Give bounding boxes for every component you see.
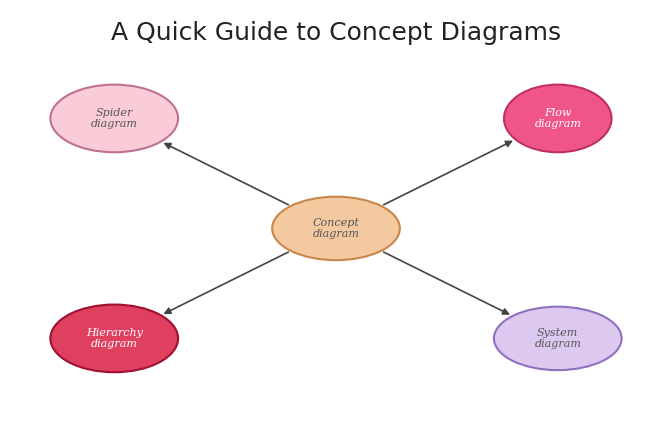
Ellipse shape	[272, 197, 400, 260]
Text: Spider
diagram: Spider diagram	[91, 107, 138, 129]
Text: A Quick Guide to Concept Diagrams: A Quick Guide to Concept Diagrams	[111, 21, 561, 45]
Text: System
diagram: System diagram	[534, 327, 581, 349]
Text: Hierarchy
diagram: Hierarchy diagram	[86, 327, 142, 349]
Ellipse shape	[50, 305, 178, 372]
Ellipse shape	[504, 85, 612, 152]
Ellipse shape	[50, 85, 178, 152]
Text: Concept
diagram: Concept diagram	[312, 217, 360, 239]
Ellipse shape	[494, 307, 622, 370]
Text: Flow
diagram: Flow diagram	[534, 107, 581, 129]
